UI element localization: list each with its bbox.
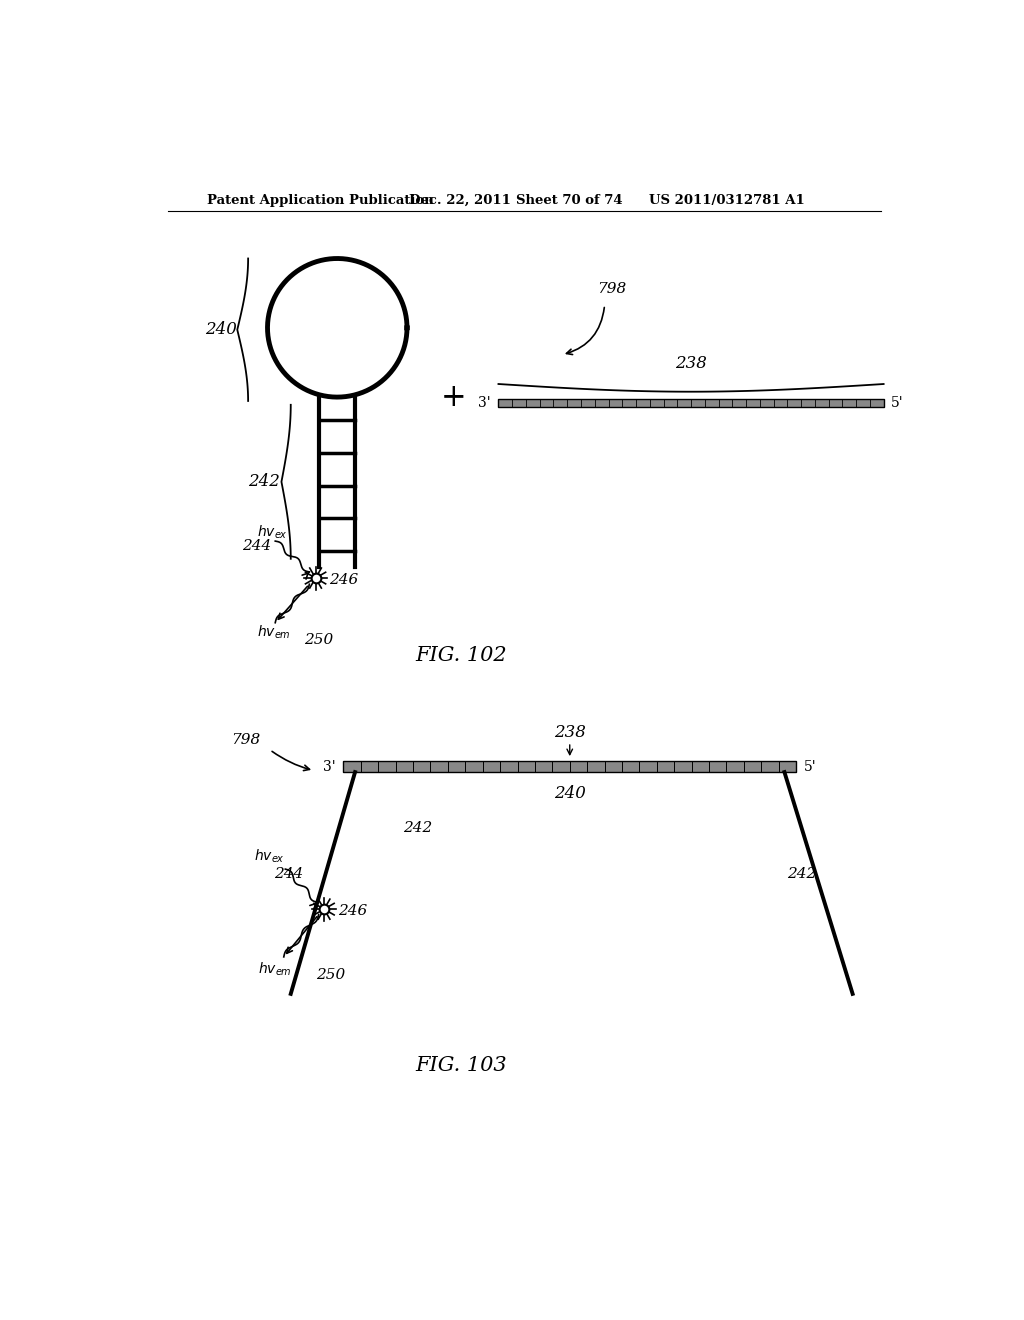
- Text: 798: 798: [231, 733, 260, 747]
- Bar: [343, 762, 796, 772]
- Text: 246: 246: [338, 904, 368, 919]
- Text: 244: 244: [273, 867, 303, 882]
- Text: +: +: [440, 381, 466, 413]
- Text: 5': 5': [804, 760, 816, 774]
- Text: 244: 244: [242, 539, 271, 553]
- Text: 250: 250: [304, 632, 333, 647]
- Text: Dec. 22, 2011: Dec. 22, 2011: [410, 194, 511, 207]
- Text: 242: 242: [786, 867, 816, 882]
- Text: 3': 3': [478, 396, 490, 411]
- Text: $hv_{em}$: $hv_{em}$: [258, 961, 292, 978]
- Text: 242: 242: [248, 474, 280, 490]
- Text: FIG. 102: FIG. 102: [416, 645, 507, 664]
- Bar: [499, 400, 884, 407]
- Text: Patent Application Publication: Patent Application Publication: [207, 194, 434, 207]
- Text: US 2011/0312781 A1: US 2011/0312781 A1: [649, 194, 805, 207]
- Text: 240: 240: [205, 321, 237, 338]
- Text: 240: 240: [554, 785, 586, 803]
- Text: 238: 238: [675, 355, 707, 372]
- Text: 246: 246: [330, 573, 358, 587]
- Text: 238: 238: [554, 723, 586, 741]
- Text: 242: 242: [403, 821, 432, 836]
- Text: 250: 250: [316, 968, 345, 982]
- Text: $hv_{em}$: $hv_{em}$: [257, 623, 291, 640]
- Text: FIG. 103: FIG. 103: [416, 1056, 507, 1074]
- Text: Sheet 70 of 74: Sheet 70 of 74: [515, 194, 623, 207]
- Text: $hv_{ex}$: $hv_{ex}$: [254, 847, 285, 866]
- Text: $hv_{ex}$: $hv_{ex}$: [257, 523, 289, 541]
- Text: 5': 5': [891, 396, 904, 411]
- Text: 3': 3': [324, 760, 336, 774]
- Text: 798: 798: [597, 282, 626, 296]
